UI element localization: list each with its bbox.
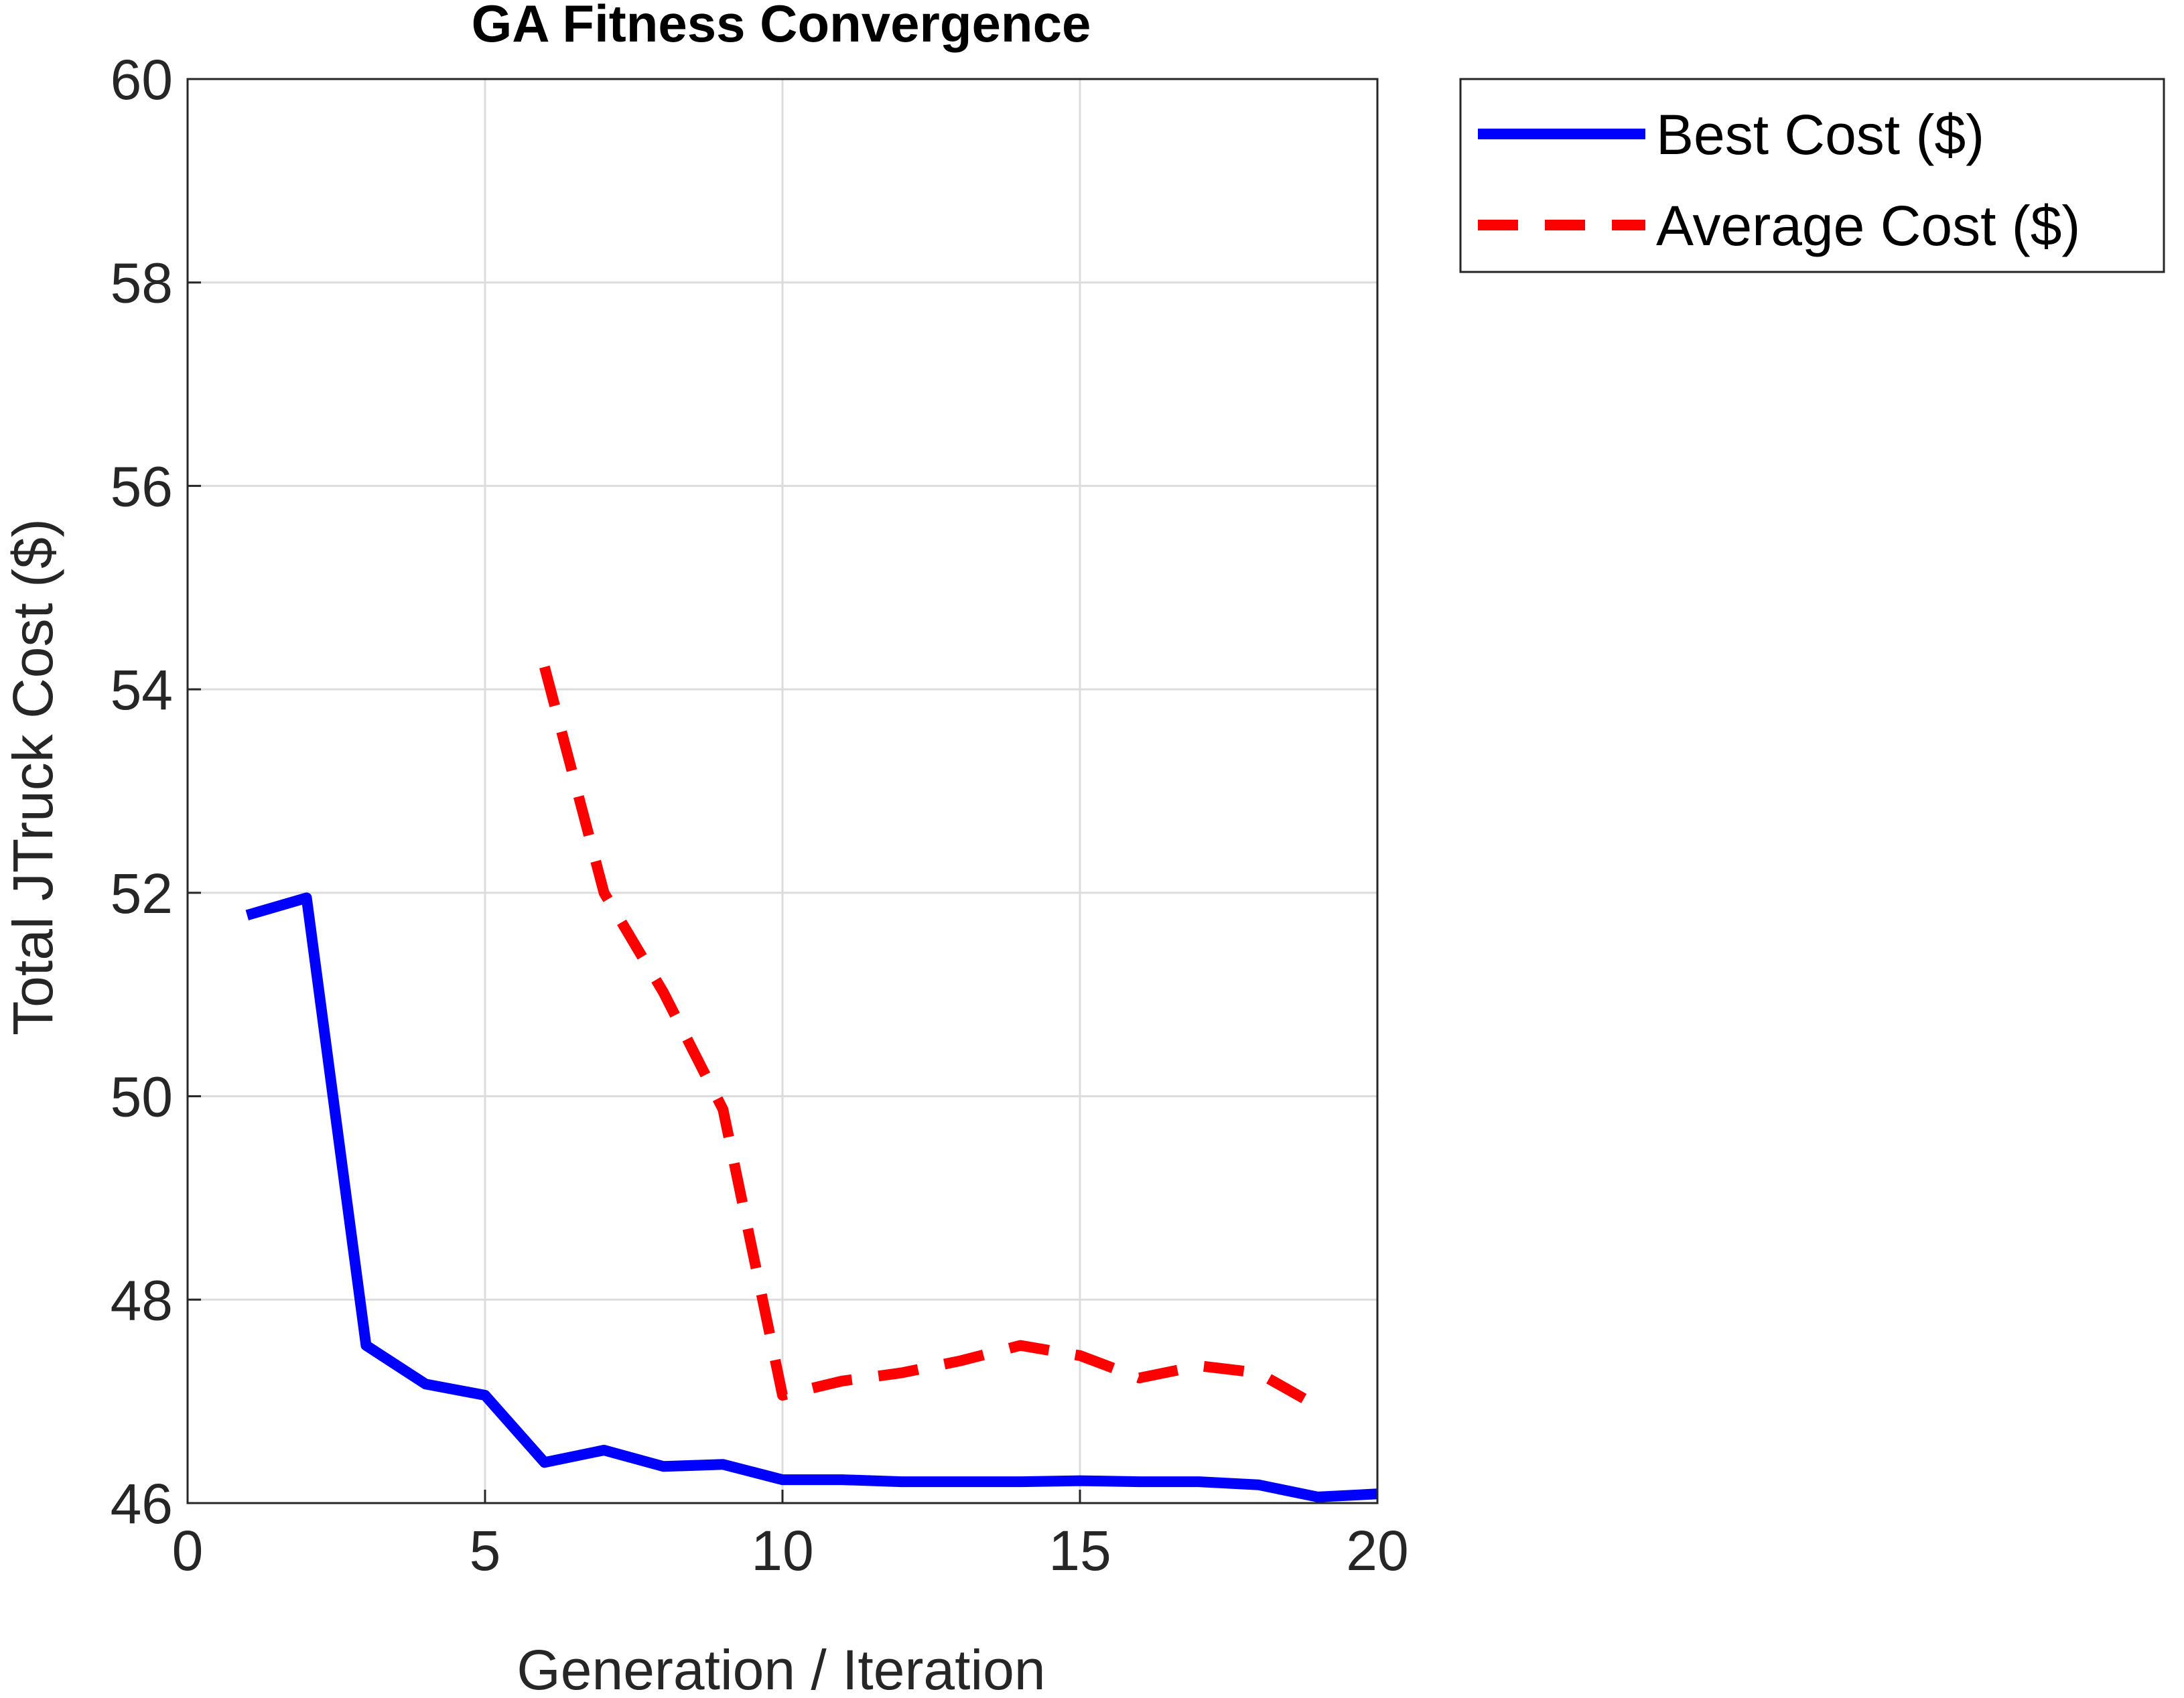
x-axis-label: Generation / Iteration	[517, 1638, 1045, 1695]
y-tick-label: 60	[111, 48, 173, 111]
y-tick-label: 54	[111, 658, 173, 721]
legend-label-1: Best Cost ($)	[1656, 103, 1984, 166]
y-axis-label: Total JTruck Cost ($)	[1, 518, 64, 1036]
x-tick-label: 20	[1346, 1519, 1408, 1582]
y-tick-label: 46	[111, 1472, 173, 1535]
series-line-1	[245, 892, 1378, 1502]
legend-box	[1459, 78, 2165, 273]
series-layer	[245, 665, 1378, 1502]
x-tick-label: 0	[172, 1519, 204, 1582]
ticks: 0 5 10 15 20 46 48 50 52 54 56 58 60	[111, 48, 1409, 1582]
legend-label-2: Average Cost ($)	[1656, 194, 2080, 257]
series-line-2	[539, 665, 1321, 1411]
x-tick-label: 5	[470, 1519, 501, 1582]
grid	[188, 79, 1377, 1503]
chart-title: GA Fitness Convergence	[472, 0, 1091, 53]
y-tick-label: 56	[111, 455, 173, 518]
x-tick-label: 15	[1048, 1519, 1111, 1582]
legend: Best Cost ($) Average Cost ($)	[1459, 78, 2165, 273]
x-tick-label: 10	[751, 1519, 813, 1582]
y-tick-label: 50	[111, 1066, 173, 1129]
y-tick-label: 58	[111, 252, 173, 315]
y-tick-label: 48	[111, 1269, 173, 1332]
y-tick-label: 52	[111, 862, 173, 925]
